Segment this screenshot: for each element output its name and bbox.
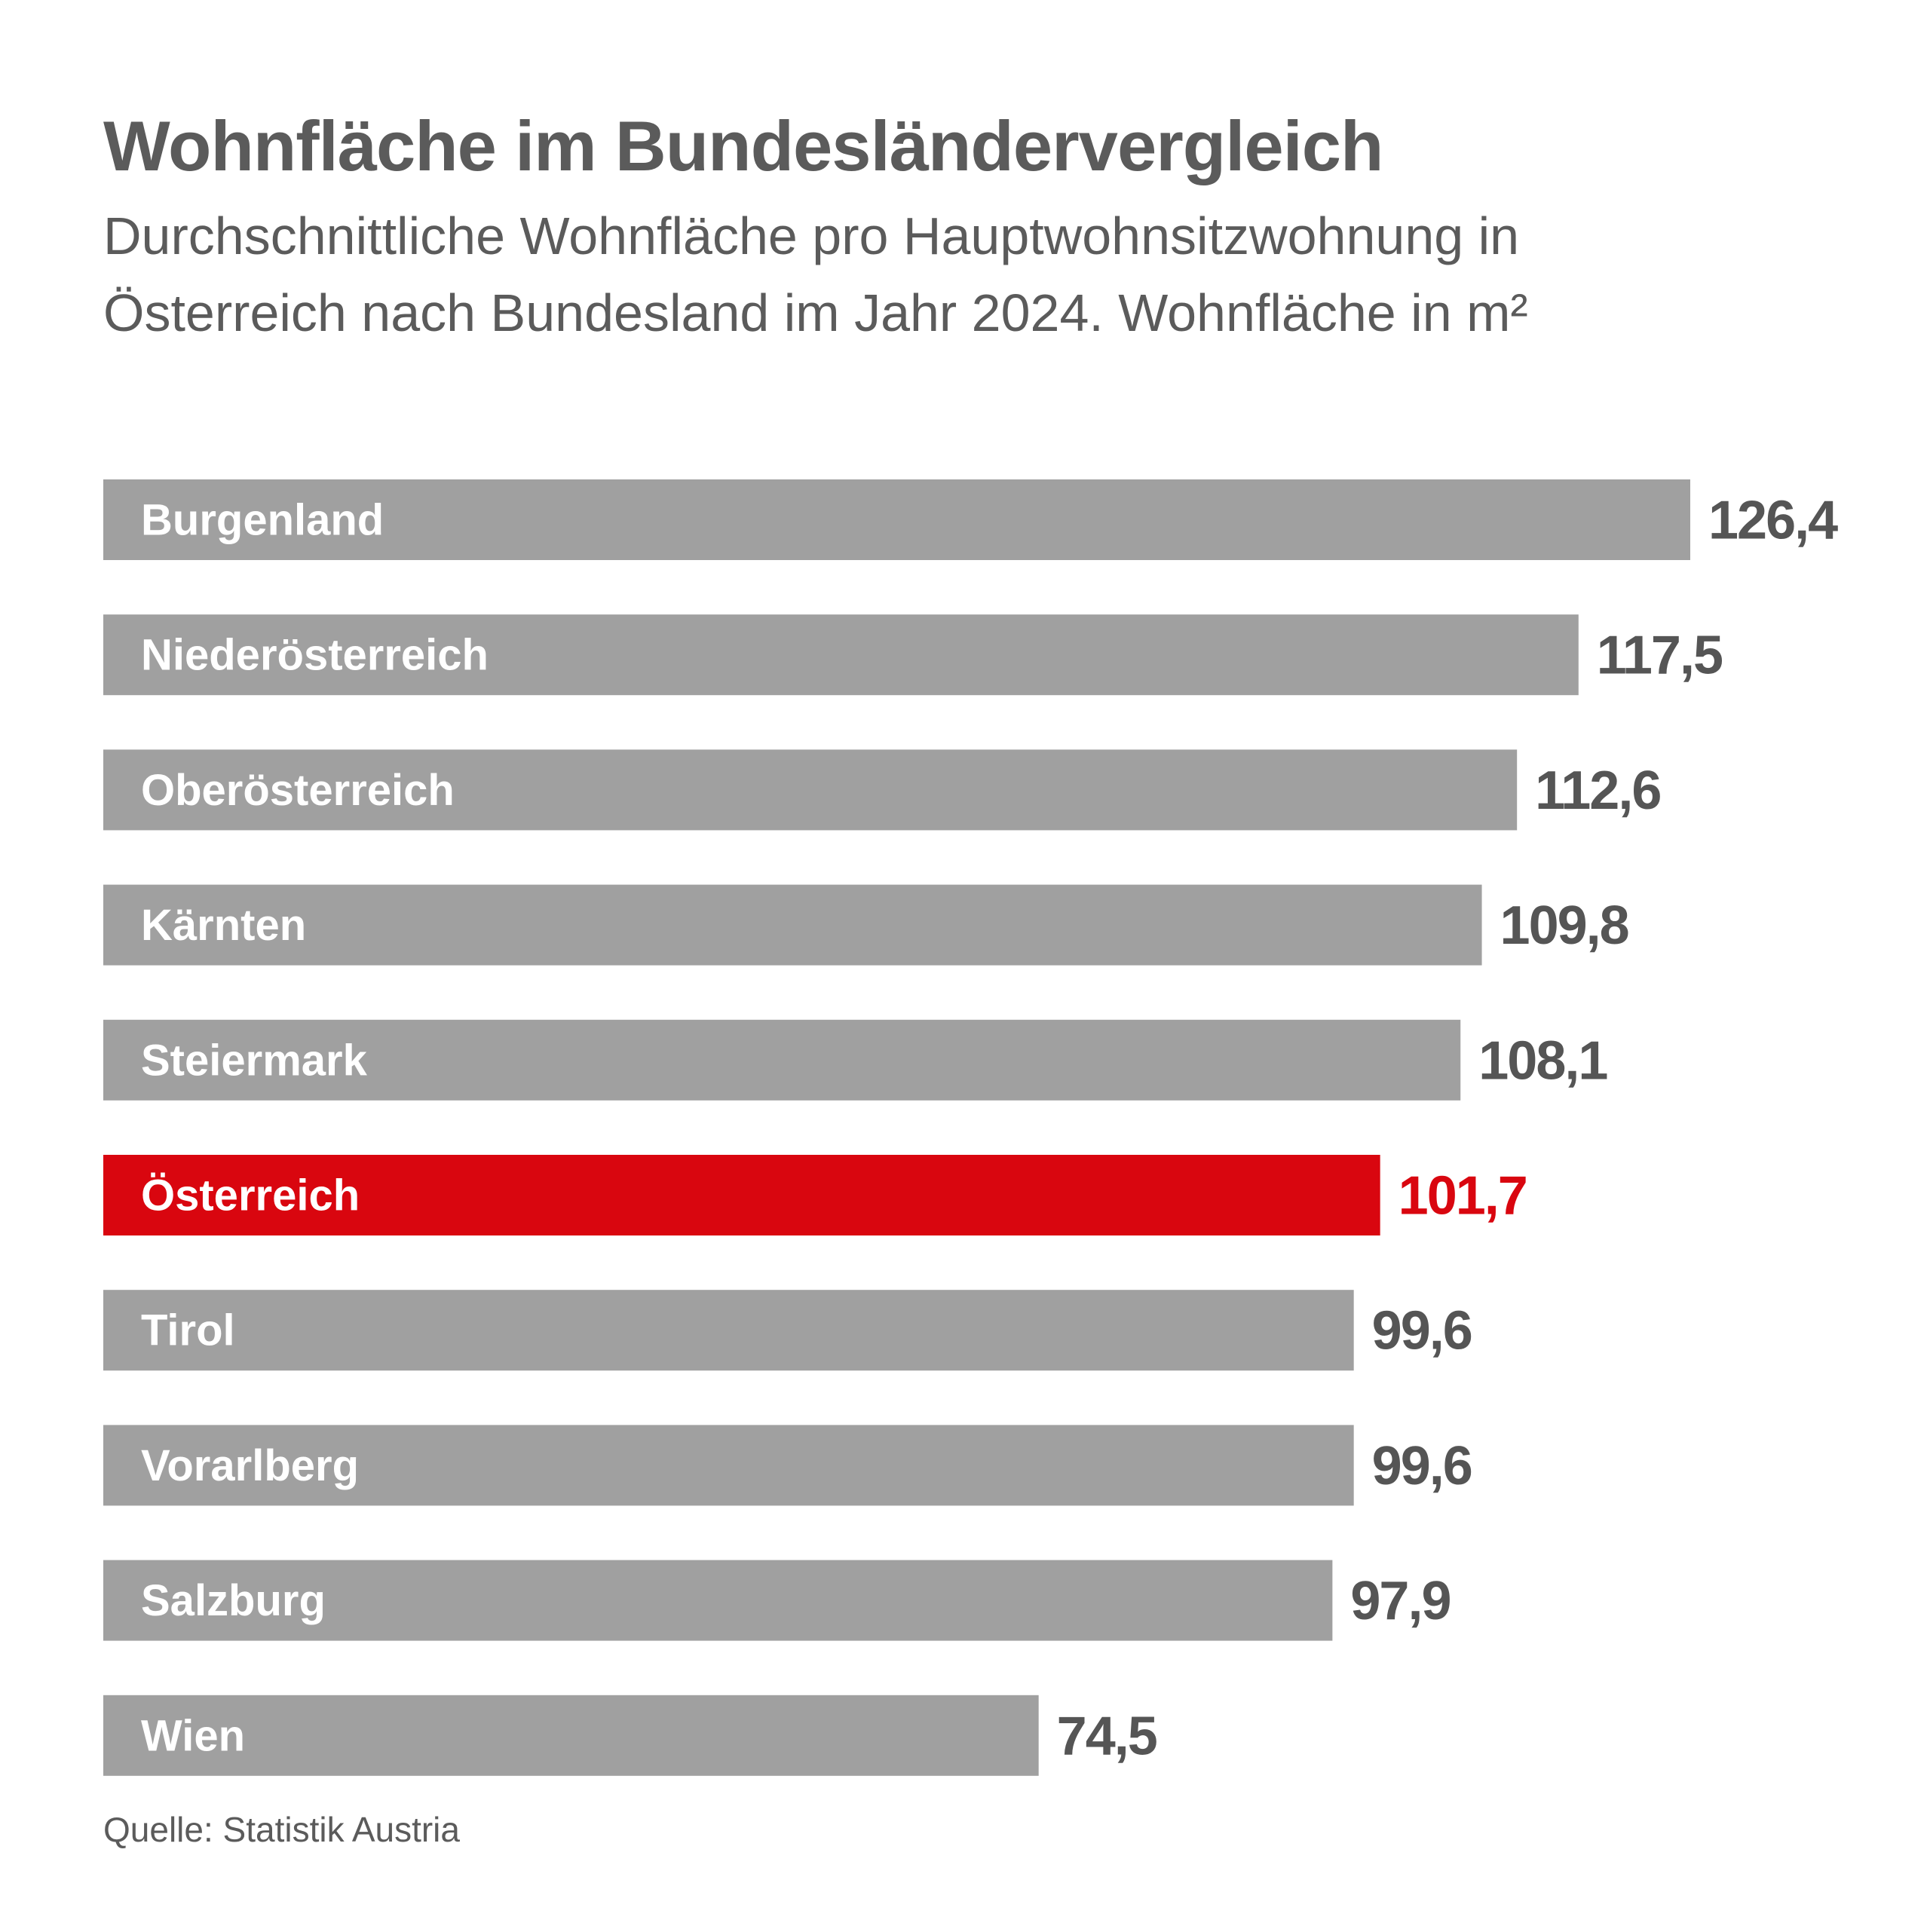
bar-salzburg — [103, 1560, 1333, 1641]
bar-category-label: Tirol — [141, 1306, 235, 1355]
bar-value-label: 117,5 — [1597, 626, 1723, 686]
bar-oesterreich — [103, 1155, 1380, 1235]
bar-category-label: Steiermark — [141, 1036, 368, 1085]
bar-kaernten — [103, 884, 1482, 966]
bar-category-label: Burgenland — [141, 496, 384, 545]
bar-category-label: Österreich — [141, 1171, 360, 1220]
bar-value-label: 97,9 — [1350, 1571, 1450, 1631]
bar-value-label: 99,6 — [1372, 1301, 1472, 1361]
chart-title: Wohnfläche im Bundesländervergleich — [103, 106, 1383, 185]
bar-vorarlberg — [103, 1425, 1354, 1506]
bar-tirol — [103, 1290, 1354, 1371]
bar-category-label: Oberösterreich — [141, 766, 455, 815]
chart-subtitle-line-2: Österreich nach Bundesland im Jahr 2024.… — [103, 283, 1528, 342]
bar-value-label: 74,5 — [1057, 1706, 1157, 1766]
bar-steiermark — [103, 1019, 1461, 1101]
bar-value-label: 126,4 — [1708, 491, 1838, 551]
bar-oberoesterreich — [103, 749, 1518, 831]
bar-value-label: 109,8 — [1500, 896, 1628, 956]
bar-value-label: 99,6 — [1372, 1436, 1472, 1496]
bar-category-label: Kärnten — [141, 901, 306, 950]
bar-value-label: 101,7 — [1398, 1166, 1527, 1226]
chart-subtitle-line-1: Durchschnittliche Wohnfläche pro Hauptwo… — [103, 207, 1520, 265]
bar-category-label: Salzburg — [141, 1576, 326, 1625]
bar-burgenland — [103, 479, 1690, 560]
bar-category-label: Wien — [141, 1711, 245, 1760]
chart-subtitle: Durchschnittliche Wohnfläche pro Hauptwo… — [103, 197, 1822, 351]
source-note: Quelle: Statistik Austria — [103, 1810, 460, 1849]
bar-category-label: Vorarlberg — [141, 1441, 359, 1490]
bar-category-label: Niederösterreich — [141, 631, 489, 680]
bar-value-label: 108,1 — [1478, 1030, 1607, 1091]
bar-wien — [103, 1695, 1039, 1776]
bar-niederoesterreich — [103, 614, 1579, 696]
bar-value-label: 112,6 — [1535, 761, 1660, 821]
